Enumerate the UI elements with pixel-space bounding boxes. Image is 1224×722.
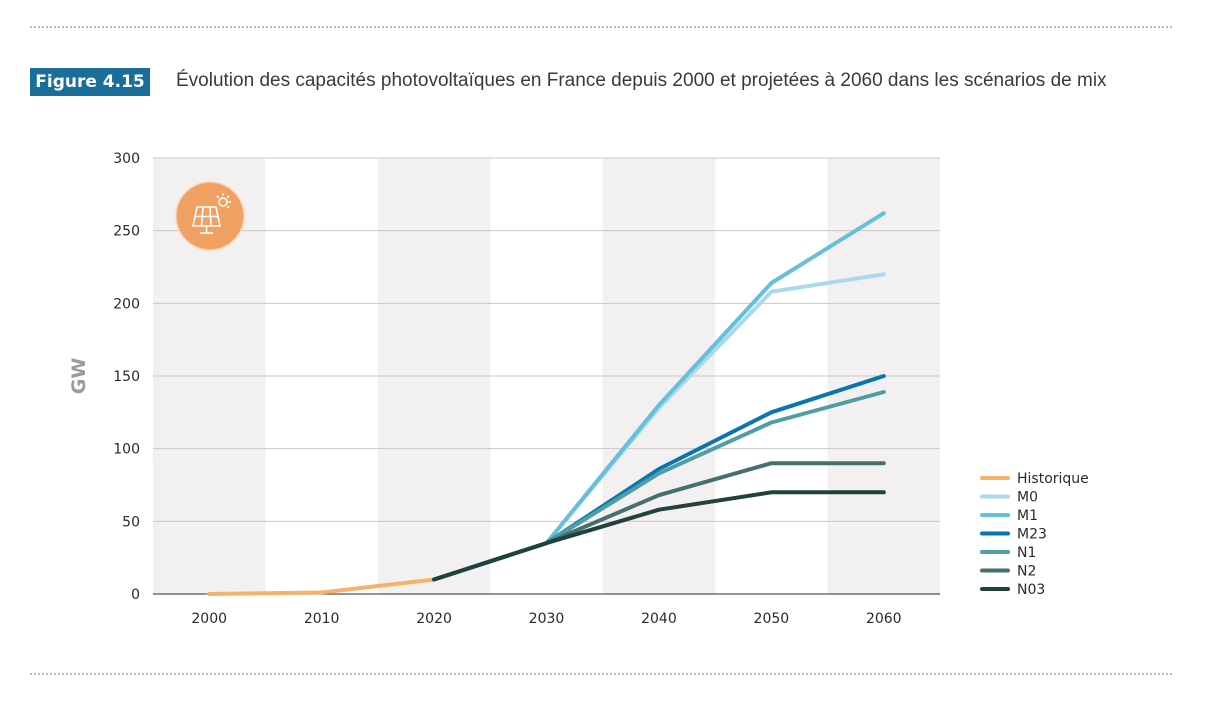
y-tick-label: 150 bbox=[113, 369, 140, 385]
series-line-n03 bbox=[432, 490, 886, 582]
top-divider bbox=[30, 26, 1172, 28]
x-tick-label: 2000 bbox=[191, 611, 227, 627]
y-tick-label: 50 bbox=[122, 514, 140, 530]
y-tick-label: 0 bbox=[131, 587, 140, 603]
legend-label: N2 bbox=[1017, 564, 1036, 580]
legend: Historique M0 M1 M23 N1 N2 N03 bbox=[980, 471, 1089, 598]
solar-panel-icon bbox=[175, 181, 245, 251]
legend-label: N1 bbox=[1017, 545, 1036, 561]
figure-title: Évolution des capacités photovoltaïques … bbox=[176, 70, 1107, 91]
legend-label: M1 bbox=[1017, 508, 1038, 524]
y-tick-label: 300 bbox=[113, 151, 140, 167]
legend-label: N03 bbox=[1017, 582, 1045, 598]
x-tick-label: 2040 bbox=[641, 611, 677, 627]
solar-icon-glyph bbox=[192, 193, 231, 234]
y-axis-ticks: 0 50 100 150 200 250 300 bbox=[113, 151, 140, 603]
gridlines bbox=[153, 157, 940, 595]
figure-badge: Figure 4.15 bbox=[30, 68, 150, 96]
series-lines bbox=[207, 211, 886, 596]
solar-icon-ring bbox=[175, 181, 245, 251]
x-tick-label: 2030 bbox=[529, 611, 565, 627]
x-tick-label: 2060 bbox=[866, 611, 902, 627]
x-axis-ticks: 2000 2010 2020 2030 2040 2050 2060 bbox=[191, 611, 901, 627]
legend-label: M0 bbox=[1017, 490, 1038, 506]
x-tick-label: 2050 bbox=[754, 611, 790, 627]
series-line-historique bbox=[207, 577, 437, 596]
y-axis-label: GW bbox=[68, 358, 90, 395]
bottom-divider bbox=[30, 673, 1172, 675]
legend-label: M23 bbox=[1017, 527, 1047, 543]
x-tick-label: 2020 bbox=[416, 611, 452, 627]
x-tick-label: 2010 bbox=[304, 611, 340, 627]
y-tick-label: 200 bbox=[113, 296, 140, 312]
legend-label: Historique bbox=[1017, 471, 1089, 487]
y-tick-label: 100 bbox=[113, 442, 140, 458]
y-tick-label: 250 bbox=[113, 224, 140, 240]
